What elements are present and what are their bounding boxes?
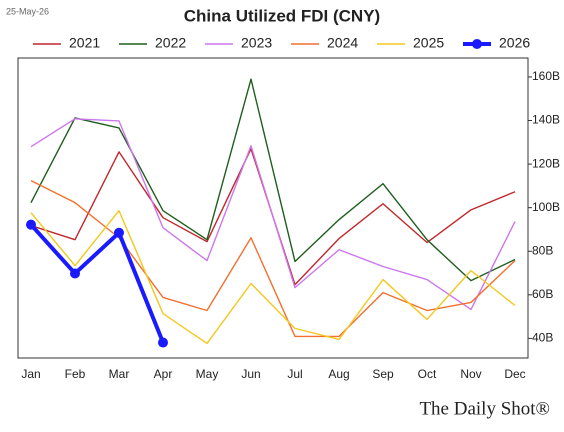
brand: The Daily Shot® xyxy=(419,398,550,419)
x-tick-label: Mar xyxy=(109,367,130,381)
legend-label: 2023 xyxy=(241,35,272,51)
y-tick-label: 60B xyxy=(532,287,553,301)
x-tick-label: Nov xyxy=(460,367,481,381)
x-tick-label: May xyxy=(196,367,219,381)
x-tick-label: Jun xyxy=(241,367,260,381)
y-tick-label: 120B xyxy=(532,156,560,170)
series-line xyxy=(30,210,516,345)
legend-label: 2021 xyxy=(69,35,100,51)
x-tick-label: Aug xyxy=(328,367,349,381)
y-tick-label: 160B xyxy=(532,69,560,83)
legend-marker xyxy=(472,39,482,49)
x-tick-label: Apr xyxy=(154,367,173,381)
series-line xyxy=(29,223,165,344)
x-tick-label: Jan xyxy=(21,367,40,381)
y-tick-label: 80B xyxy=(532,243,553,257)
date-label: 25-May-26 xyxy=(6,6,49,16)
data-point xyxy=(158,337,168,348)
y-tick-label: 140B xyxy=(532,113,560,127)
series-line xyxy=(30,118,516,311)
series-line xyxy=(30,78,516,282)
x-tick-label: Dec xyxy=(504,367,525,381)
x-tick-label: Jul xyxy=(287,367,302,381)
y-tick-label: 40B xyxy=(532,331,553,345)
data-point xyxy=(70,268,80,279)
series-line xyxy=(30,180,516,338)
legend-label: 2024 xyxy=(327,35,358,51)
data-point xyxy=(114,227,124,238)
x-tick-label: Sep xyxy=(372,367,394,381)
legend-label: 2022 xyxy=(155,35,186,51)
chart-title: China Utilized FDI (CNY) xyxy=(184,6,380,25)
plot-frame xyxy=(17,57,529,359)
x-tick-label: Oct xyxy=(418,367,437,381)
legend-label: 2026 xyxy=(499,35,530,51)
data-point xyxy=(26,219,36,230)
y-tick-label: 100B xyxy=(532,200,560,214)
legend-label: 2025 xyxy=(413,35,444,51)
x-tick-label: Feb xyxy=(65,367,86,381)
